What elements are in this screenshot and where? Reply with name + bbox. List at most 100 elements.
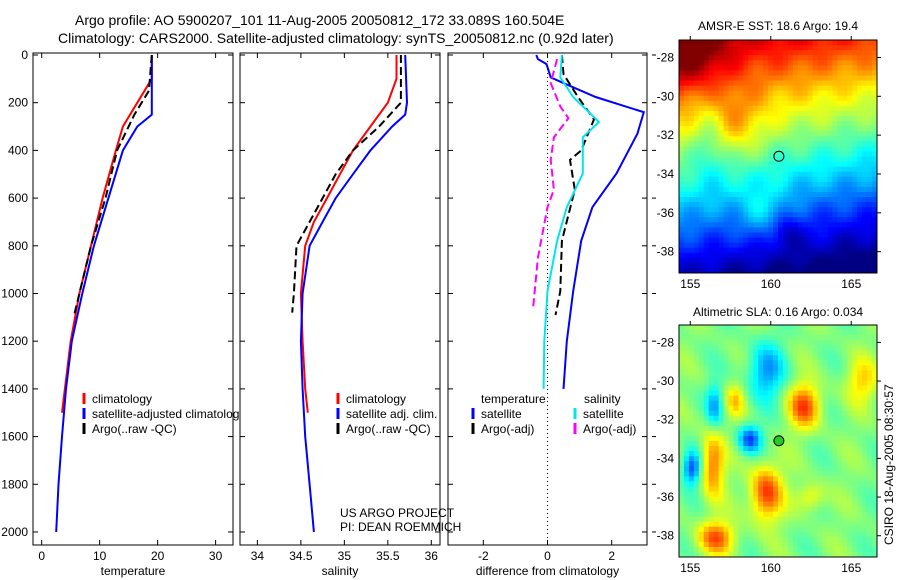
map-cell bbox=[852, 212, 858, 218]
map-cell bbox=[812, 390, 818, 397]
map-cell bbox=[862, 141, 868, 147]
map-cell bbox=[787, 232, 794, 238]
map-cell bbox=[782, 105, 789, 112]
map-cell bbox=[763, 340, 769, 346]
map-cell bbox=[832, 365, 838, 371]
map-cell bbox=[688, 541, 695, 548]
map-cell bbox=[782, 151, 789, 157]
map-cell bbox=[817, 365, 823, 371]
map-cell bbox=[733, 506, 739, 513]
map-cell bbox=[693, 471, 700, 477]
map-cell bbox=[857, 330, 863, 336]
map-cell bbox=[862, 526, 868, 533]
map-cell bbox=[837, 365, 843, 371]
x-tick-label: 30 bbox=[209, 549, 223, 563]
map-cell bbox=[718, 95, 724, 102]
map-cell bbox=[703, 55, 710, 61]
map-cell bbox=[842, 531, 848, 538]
map-cell bbox=[778, 141, 784, 147]
map-cell bbox=[822, 335, 828, 341]
map-cell bbox=[827, 207, 833, 213]
map-cell bbox=[787, 131, 794, 137]
map-cell bbox=[698, 141, 705, 147]
map-cell bbox=[763, 70, 769, 76]
map-cell bbox=[723, 75, 729, 81]
map-cell bbox=[723, 370, 729, 376]
map-cell bbox=[872, 546, 878, 553]
map-cell bbox=[768, 456, 774, 462]
map-cell bbox=[693, 186, 700, 193]
map-cell bbox=[862, 126, 868, 132]
map-cell bbox=[837, 161, 843, 168]
map-cell bbox=[733, 536, 739, 543]
map-cell bbox=[842, 252, 848, 259]
map-cell bbox=[753, 340, 759, 346]
map-cell bbox=[698, 95, 705, 102]
map-cell bbox=[703, 217, 710, 223]
map-cell bbox=[738, 435, 744, 442]
map-cell bbox=[812, 536, 818, 543]
map-cell bbox=[753, 380, 759, 386]
map-cell bbox=[713, 252, 719, 259]
map-cell bbox=[842, 400, 848, 407]
map-cell bbox=[748, 85, 754, 92]
map-cell bbox=[758, 380, 764, 386]
map-cell bbox=[723, 136, 729, 142]
map-cell bbox=[748, 55, 754, 61]
map-cell bbox=[688, 80, 695, 86]
map-cell bbox=[688, 60, 695, 66]
map-cell bbox=[867, 70, 873, 76]
map-cell bbox=[822, 395, 828, 402]
map-cell bbox=[827, 471, 833, 477]
map-cell bbox=[763, 80, 769, 86]
map-cell bbox=[787, 325, 794, 331]
map-cell bbox=[797, 551, 804, 558]
map-cell bbox=[723, 50, 729, 56]
map-cell bbox=[688, 345, 695, 351]
map-cell bbox=[698, 90, 705, 97]
map-cell bbox=[748, 217, 754, 223]
map-cell bbox=[679, 136, 685, 142]
map-cell bbox=[683, 385, 690, 391]
map-cell bbox=[817, 526, 823, 533]
map-cell bbox=[807, 100, 814, 107]
map-cell bbox=[679, 65, 685, 71]
y-tick-label: 1200 bbox=[1, 334, 28, 348]
map-cell bbox=[713, 425, 719, 432]
map-cell bbox=[842, 370, 848, 376]
map-cell bbox=[817, 181, 823, 188]
map-cell bbox=[842, 232, 848, 238]
map-cell bbox=[872, 541, 878, 548]
map-cell bbox=[787, 375, 794, 381]
map-cell bbox=[872, 146, 878, 152]
map-cell bbox=[847, 247, 853, 254]
map-cell bbox=[797, 355, 804, 361]
map-cell bbox=[862, 60, 868, 66]
map-cell bbox=[787, 506, 794, 513]
map-cell bbox=[693, 451, 700, 457]
map-cell bbox=[683, 50, 690, 56]
map-cell bbox=[683, 151, 690, 157]
map-cell bbox=[778, 247, 784, 254]
map-cell bbox=[728, 380, 734, 386]
map-cell bbox=[773, 242, 779, 249]
map-cell bbox=[768, 496, 774, 502]
map-cell bbox=[832, 237, 838, 244]
map-cell bbox=[688, 446, 695, 452]
map-cell bbox=[817, 370, 823, 376]
map-cell bbox=[797, 45, 804, 51]
map-cell bbox=[679, 405, 685, 412]
map-cell bbox=[837, 45, 843, 51]
map-cell bbox=[782, 350, 789, 356]
map-cell bbox=[857, 390, 863, 397]
map-cell bbox=[842, 345, 848, 351]
map-cell bbox=[812, 232, 818, 238]
map-cell bbox=[718, 405, 724, 412]
map-cell bbox=[768, 430, 774, 437]
map-cell bbox=[773, 40, 779, 46]
map-cell bbox=[703, 252, 710, 259]
map-cell bbox=[867, 481, 873, 487]
map-cell bbox=[698, 105, 705, 112]
map-cell bbox=[723, 541, 729, 548]
